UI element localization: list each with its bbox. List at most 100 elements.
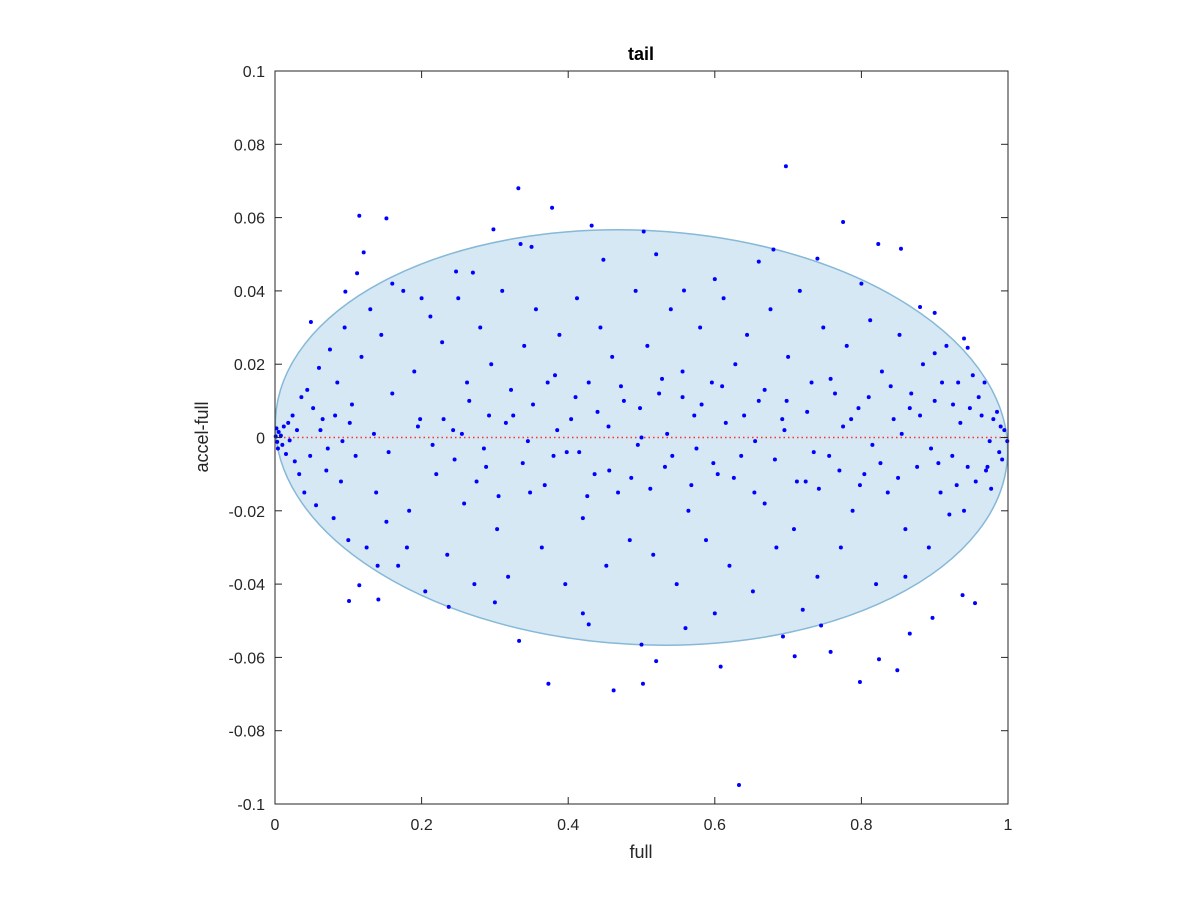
data-point <box>665 431 670 436</box>
data-point <box>951 402 956 407</box>
data-point <box>662 464 667 469</box>
data-point <box>525 439 530 444</box>
data-point <box>419 296 424 301</box>
data-point <box>731 475 736 480</box>
data-point <box>555 428 560 433</box>
data-point <box>415 424 420 429</box>
data-point <box>606 424 611 429</box>
x-tick-label: 0.8 <box>850 817 872 834</box>
data-point <box>857 483 862 488</box>
y-tick-label: 0.06 <box>234 211 265 228</box>
y-tick-label: -0.06 <box>229 650 266 667</box>
data-point <box>768 307 773 312</box>
data-point <box>907 631 912 636</box>
data-point <box>680 369 685 374</box>
data-point <box>782 428 787 433</box>
data-point <box>868 318 873 323</box>
data-point <box>454 269 459 274</box>
y-tick-label: 0.08 <box>234 137 265 154</box>
data-point <box>786 354 791 359</box>
data-point <box>627 538 632 543</box>
data-point <box>718 664 723 669</box>
data-point <box>645 343 650 348</box>
data-point <box>938 490 943 495</box>
data-point <box>960 593 965 598</box>
data-point <box>434 472 439 477</box>
data-point <box>396 563 401 568</box>
data-point <box>376 597 381 602</box>
data-point <box>878 461 883 466</box>
data-point <box>604 563 609 568</box>
y-tick-label: -0.04 <box>229 577 266 594</box>
data-point <box>428 314 433 319</box>
data-point <box>528 490 533 495</box>
data-point <box>327 347 332 352</box>
data-point <box>954 483 959 488</box>
data-point <box>689 483 694 488</box>
data-point <box>762 501 767 506</box>
data-point <box>401 288 406 293</box>
data-point <box>324 468 329 473</box>
data-point <box>792 654 797 659</box>
data-point <box>441 417 446 422</box>
data-point <box>404 545 409 550</box>
data-point <box>610 354 615 359</box>
y-tick-label: 0.02 <box>234 357 265 374</box>
data-point <box>465 380 470 385</box>
y-tick-label: -0.1 <box>237 797 265 814</box>
x-tick-label: 0 <box>271 817 280 834</box>
data-point <box>445 552 450 557</box>
data-point <box>962 336 967 341</box>
data-point <box>838 545 843 550</box>
data-point <box>287 438 292 443</box>
data-point <box>989 486 994 491</box>
data-point <box>936 461 941 466</box>
data-point <box>984 468 989 473</box>
data-point <box>639 642 644 647</box>
data-point <box>516 186 521 191</box>
data-point <box>412 369 417 374</box>
data-point <box>511 413 516 418</box>
data-point <box>518 241 523 246</box>
data-point <box>474 479 479 484</box>
x-tick-label: 0.2 <box>410 817 432 834</box>
data-point <box>736 782 741 787</box>
data-point <box>472 582 477 587</box>
data-point <box>811 450 816 455</box>
data-point <box>899 431 904 436</box>
data-point <box>611 688 616 693</box>
data-point <box>683 626 688 631</box>
data-point <box>357 583 362 588</box>
data-point <box>563 582 568 587</box>
data-point <box>772 457 777 462</box>
data-point <box>947 512 952 517</box>
data-point <box>459 431 464 436</box>
data-point <box>629 475 634 480</box>
data-point <box>595 409 600 414</box>
data-point <box>390 281 395 286</box>
data-point <box>844 343 849 348</box>
data-point <box>495 527 500 532</box>
data-point <box>907 406 912 411</box>
data-point <box>492 600 497 605</box>
data-point <box>771 247 776 252</box>
data-point <box>891 417 896 422</box>
data-point <box>302 490 307 495</box>
data-point <box>542 483 547 488</box>
data-point <box>720 384 725 389</box>
data-point <box>633 288 638 293</box>
data-point <box>491 227 496 232</box>
data-point <box>803 479 808 484</box>
data-point <box>331 516 336 521</box>
data-point <box>592 472 597 477</box>
data-point <box>320 417 325 422</box>
data-point <box>965 345 970 350</box>
data-point <box>809 380 814 385</box>
data-point <box>333 413 338 418</box>
data-point <box>721 296 726 301</box>
data-point <box>580 516 585 521</box>
data-point <box>876 241 881 246</box>
data-point <box>815 574 820 579</box>
data-point <box>756 259 761 264</box>
